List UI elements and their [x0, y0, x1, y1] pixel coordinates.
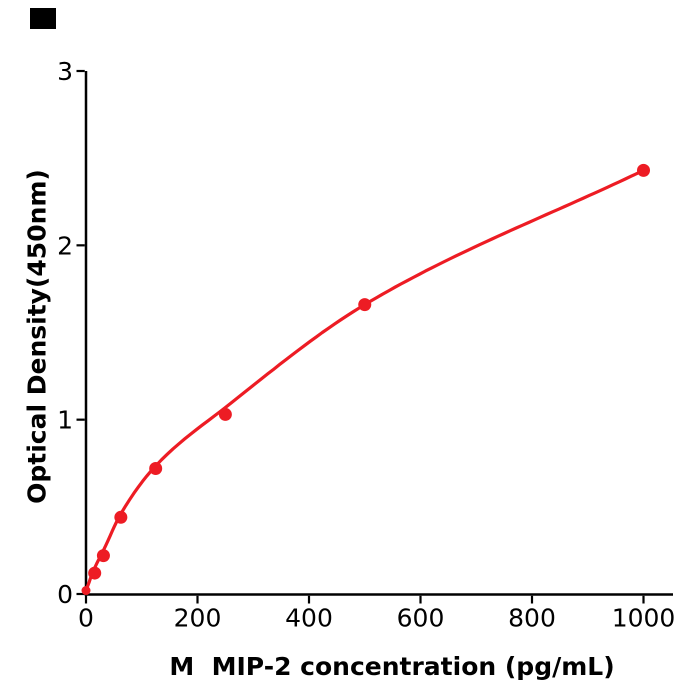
x-tick-label: 800	[508, 603, 556, 632]
x-tick-label: 0	[78, 603, 94, 632]
y-tick-label: 2	[57, 231, 73, 260]
y-tick-label: 0	[57, 580, 73, 609]
x-axis-title: M MIP-2 concentration (pg/mL)	[169, 652, 615, 681]
data-point	[96, 549, 110, 563]
x-tick-label: 200	[174, 603, 222, 632]
data-point	[218, 407, 232, 421]
data-point	[88, 566, 102, 580]
origin-data-point	[81, 586, 91, 596]
data-points	[81, 163, 650, 596]
y-tick-label: 3	[57, 57, 73, 86]
data-point	[637, 163, 650, 177]
x-tick-label: 400	[285, 603, 333, 632]
x-axis-ticks: 0 200 400 600 800 1000	[78, 595, 676, 632]
x-tick-label: 1000	[612, 603, 676, 632]
y-tick-label: 1	[57, 406, 73, 435]
data-point	[358, 298, 372, 312]
data-point	[114, 510, 128, 524]
x-tick-label: 600	[397, 603, 445, 632]
corner-mark	[30, 8, 56, 29]
data-point	[149, 461, 163, 475]
axes	[84, 71, 673, 596]
y-axis-title: Optical Density(450nm)	[22, 169, 52, 504]
standard-curve-line	[84, 168, 646, 593]
y-axis-ticks: 0 1 2 3	[57, 57, 85, 609]
